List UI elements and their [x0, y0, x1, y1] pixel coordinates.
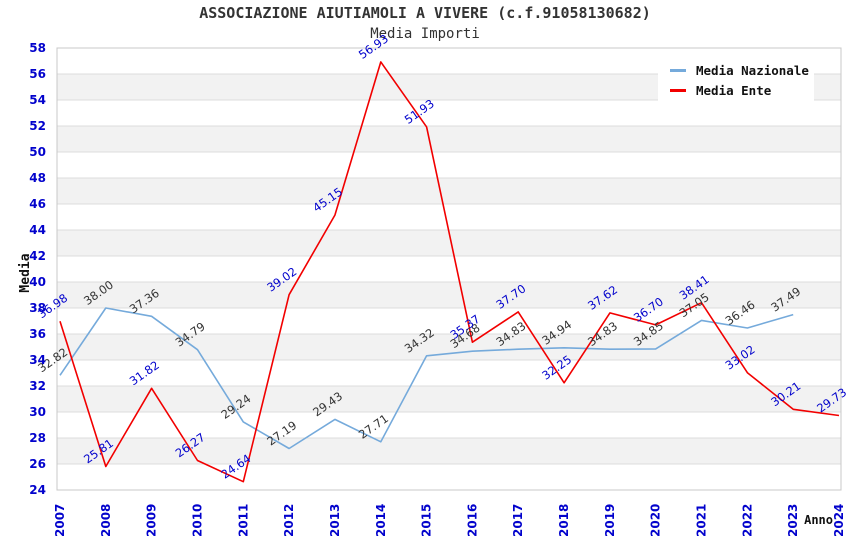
legend-label: Media Nazionale — [696, 62, 809, 78]
series-line-media-nazionale — [59, 307, 794, 450]
x-tick-label: 2015 — [420, 504, 434, 537]
y-tick-label: 54 — [29, 93, 46, 107]
y-tick-label: 52 — [29, 119, 46, 133]
y-tick-label: 32 — [29, 379, 46, 393]
legend: Media Nazionale Media Ente — [658, 54, 814, 106]
chart-title: ASSOCIAZIONE AIUTIAMOLI A VIVERE (c.f.91… — [199, 4, 651, 22]
x-tick-label: 2018 — [557, 504, 571, 537]
x-tick-label: 2014 — [374, 504, 388, 537]
x-tick-label: 2012 — [282, 504, 296, 537]
y-tick-label: 40 — [29, 275, 46, 289]
plot-border — [56, 47, 842, 491]
x-tick-label: 2011 — [236, 504, 250, 537]
x-tick-label: 2024 — [832, 504, 846, 537]
x-tick-label: 2017 — [511, 504, 525, 537]
plot-band — [57, 256, 841, 282]
x-tick-label: 2007 — [53, 504, 67, 537]
plot-band — [57, 308, 841, 334]
legend-item-media-ente[interactable]: Media Ente — [670, 80, 814, 100]
y-tick-label: 58 — [29, 41, 46, 55]
plot-band — [57, 204, 841, 230]
plot-band — [57, 438, 841, 464]
y-tick-label: 26 — [29, 457, 46, 471]
x-tick-label: 2010 — [190, 504, 204, 537]
chart-subtitle: Media Importi — [370, 26, 480, 42]
y-tick-label: 48 — [29, 171, 46, 185]
x-tick-label: 2021 — [695, 504, 709, 537]
y-tick-label: 28 — [29, 431, 46, 445]
x-tick-label: 2022 — [740, 504, 754, 537]
y-axis-title: Media — [18, 253, 33, 292]
plot-band — [57, 412, 841, 438]
x-tick-label: 2019 — [603, 504, 617, 537]
x-tick-label: 2016 — [465, 504, 479, 537]
y-tick-label: 38 — [29, 301, 46, 315]
plot-band — [57, 386, 841, 412]
plot-band — [57, 152, 841, 178]
y-tick-label: 34 — [29, 353, 46, 367]
y-tick-label: 56 — [29, 67, 46, 81]
x-tick-label: 2023 — [786, 504, 800, 537]
legend-item-media-nazionale[interactable]: Media Nazionale — [670, 60, 814, 80]
y-tick-label: 50 — [29, 145, 46, 159]
x-axis-title: Anno — [804, 513, 833, 527]
y-tick-label: 24 — [29, 483, 46, 497]
x-tick-label: 2009 — [145, 504, 159, 537]
x-tick-label: 2008 — [99, 504, 113, 537]
y-tick-label: 30 — [29, 405, 46, 419]
y-tick-label: 46 — [29, 197, 46, 211]
media-ente-line-marker-icon — [670, 88, 686, 92]
legend-label: Media Ente — [696, 82, 772, 98]
plot-band — [57, 334, 841, 360]
plot-band — [57, 282, 841, 308]
series-line-media-ente — [59, 61, 840, 483]
media-nazionale-line-marker-icon — [670, 68, 686, 72]
plot-band — [57, 360, 841, 386]
x-tick-label: 2020 — [649, 504, 663, 537]
plot-band — [57, 464, 841, 490]
y-tick-label: 36 — [29, 327, 46, 341]
plot-band — [57, 126, 841, 152]
y-tick-label: 44 — [29, 223, 46, 237]
plot-band — [57, 178, 841, 204]
y-tick-label: 42 — [29, 249, 46, 263]
x-tick-label: 2013 — [328, 504, 342, 537]
